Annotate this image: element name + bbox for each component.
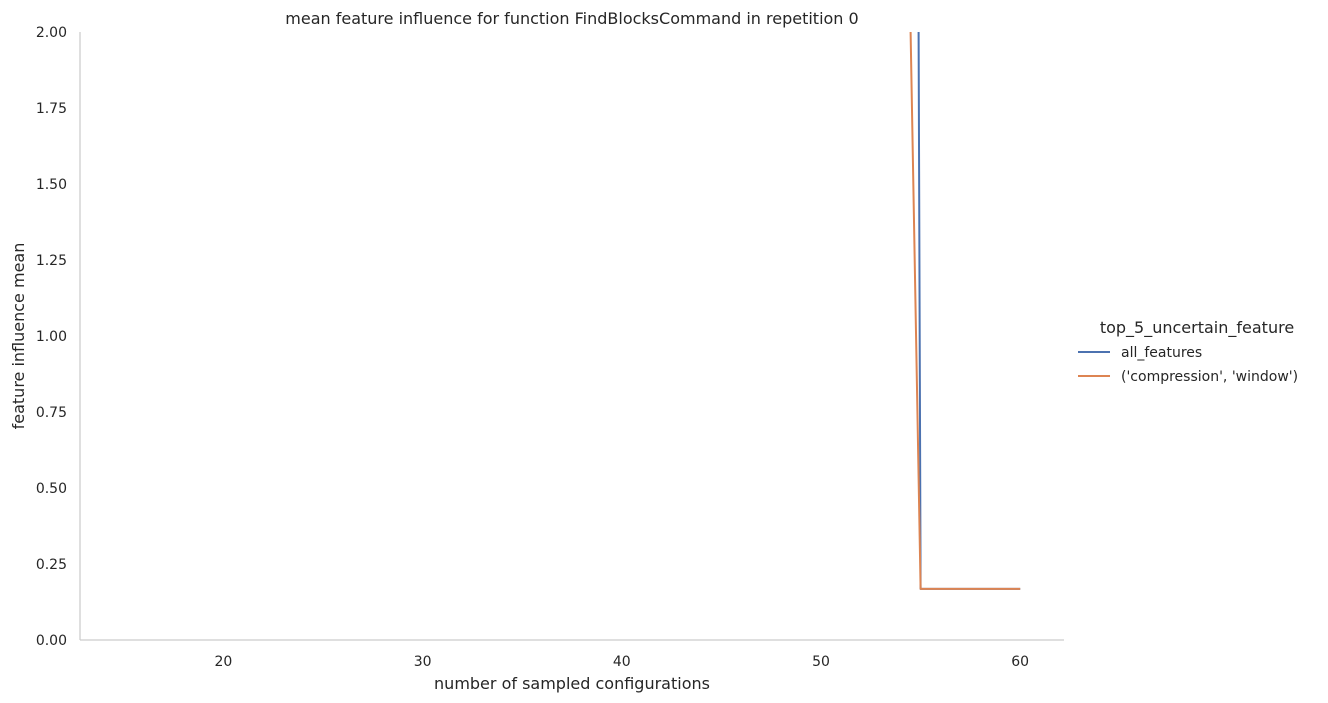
y-tick-label: 0.25 xyxy=(36,557,67,573)
y-tick-label: 0.75 xyxy=(36,405,67,421)
x-tick-label: 30 xyxy=(414,654,432,670)
x-tick-label: 50 xyxy=(812,654,830,670)
x-axis-title: number of sampled configurations xyxy=(434,674,710,693)
chart-title: mean feature influence for function Find… xyxy=(285,9,858,28)
legend-label-0: all_features xyxy=(1121,345,1202,361)
plot-area xyxy=(909,32,1021,590)
y-tick-label: 0.00 xyxy=(36,633,67,649)
y-axis-ticks: 0.00 0.25 0.50 0.75 1.00 1.25 1.50 1.75 2.00 xyxy=(36,25,67,649)
x-axis-ticks: 20 30 40 50 60 xyxy=(215,654,1030,670)
y-axis-title: feature influence mean xyxy=(9,243,28,430)
y-tick-label: 1.00 xyxy=(36,329,67,345)
x-tick-label: 20 xyxy=(215,654,233,670)
series-line-1 xyxy=(909,32,1021,590)
series-line-0 xyxy=(917,32,1021,590)
legend-label-1: ('compression', 'window') xyxy=(1121,369,1298,385)
x-tick-label: 60 xyxy=(1011,654,1029,670)
legend: top_5_uncertain_feature all_features ('co… xyxy=(1078,318,1298,385)
y-tick-label: 2.00 xyxy=(36,25,67,41)
y-tick-label: 0.50 xyxy=(36,481,67,497)
x-tick-label: 40 xyxy=(613,654,631,670)
legend-title: top_5_uncertain_feature xyxy=(1100,318,1294,338)
y-tick-label: 1.75 xyxy=(36,101,67,117)
y-tick-label: 1.50 xyxy=(36,177,67,193)
y-tick-label: 1.25 xyxy=(36,253,67,269)
